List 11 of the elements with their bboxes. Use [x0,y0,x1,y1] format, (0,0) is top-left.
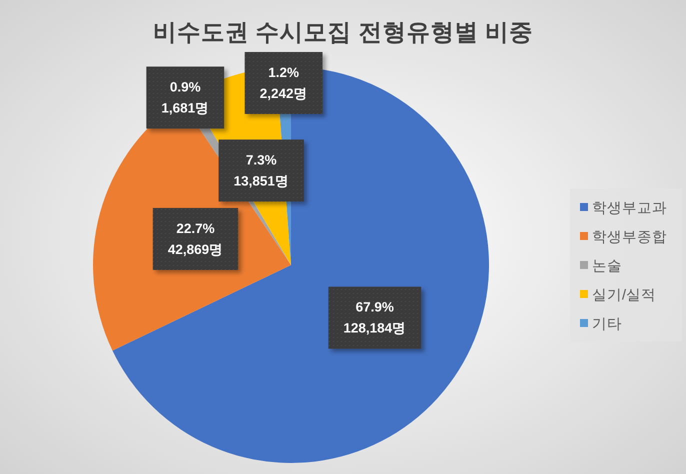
legend-label: 실기/실적 [592,288,656,304]
legend-label: 학생부종합 [592,230,667,246]
data-label: 67.9% 128,184명 [343,300,406,336]
legend-label: 기타 [592,316,622,332]
legend-label: 논술 [592,258,622,274]
data-label: 7.3% 13,851명 [234,152,289,189]
data-label: 22.7% 42,869명 [168,220,224,257]
title: 비수도권 수시모집 전형유형별 비중 [153,19,533,45]
data-label: 0.9% 1,681명 [161,80,210,116]
data-label: 1.2% 2,242명 [260,65,308,101]
legend-label: 학생부교과 [592,200,667,216]
